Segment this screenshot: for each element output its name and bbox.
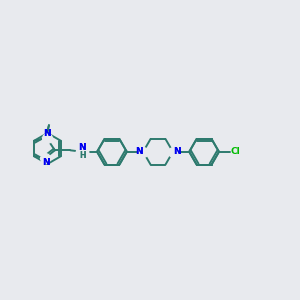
Text: N: N <box>42 158 50 167</box>
Text: H: H <box>79 151 86 160</box>
Text: N: N <box>173 147 181 156</box>
Text: N: N <box>78 143 86 152</box>
Text: Cl: Cl <box>231 147 241 156</box>
Text: N: N <box>43 129 50 138</box>
Text: N: N <box>42 158 50 167</box>
Text: N: N <box>135 147 143 156</box>
Text: H: H <box>79 151 86 160</box>
Text: N: N <box>135 147 143 156</box>
Text: N: N <box>78 143 86 152</box>
Text: N: N <box>173 147 181 156</box>
Text: N: N <box>43 129 50 138</box>
